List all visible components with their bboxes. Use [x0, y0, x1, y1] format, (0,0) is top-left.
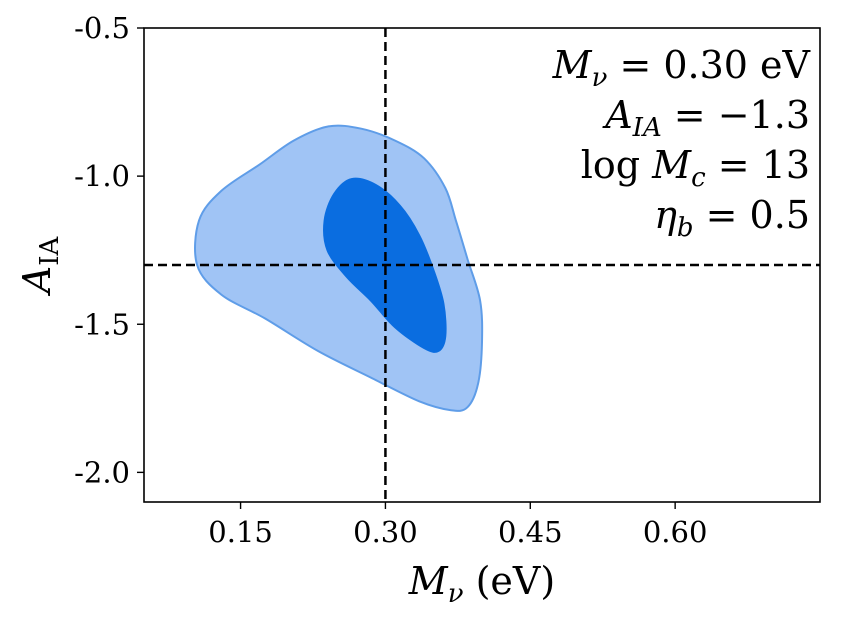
- x-tick-label: 0.45: [498, 515, 563, 549]
- y-tick-label: -1.5: [74, 307, 130, 341]
- x-axis-label: Mν (eV): [408, 559, 555, 609]
- annotation-line: AIA = −1.3: [602, 93, 810, 143]
- y-axis-label: AIA: [15, 236, 65, 297]
- x-tick-label: 0.30: [353, 515, 418, 549]
- y-tick-label: -2.0: [74, 455, 130, 489]
- plot-frame: [143, 27, 821, 503]
- fiducial-lines: [144, 28, 820, 502]
- y-tick-label: -0.5: [74, 11, 130, 45]
- y-tick-label: -1.0: [74, 159, 130, 193]
- x-tick-label: 0.60: [643, 515, 708, 549]
- annotation-line: Mν = 0.30 eV: [552, 43, 811, 93]
- annotation-line: ηb = 0.5: [654, 193, 810, 243]
- x-tick-label: 0.15: [208, 515, 273, 549]
- contour-layer: [194, 124, 484, 412]
- axis-ticks: 0.15 0.30 0.45 0.60 -0.5 -1.0 -1.5 -2.0: [74, 11, 707, 549]
- annotation-line: log Mc = 13: [581, 143, 810, 193]
